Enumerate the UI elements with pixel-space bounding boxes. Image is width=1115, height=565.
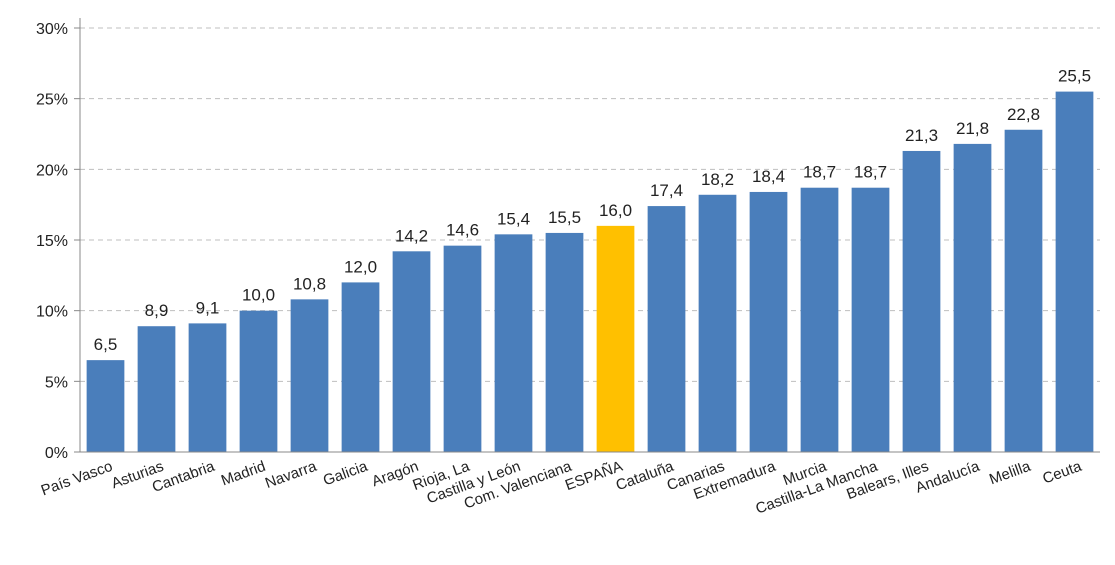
data-label: 15,4: [497, 209, 530, 228]
data-label: 25,5: [1058, 67, 1091, 86]
bar: [1055, 91, 1094, 452]
bar: [800, 187, 839, 452]
data-labels: 6,5 8,9 9,1 10,0 10,8 12,0 14,2 14,6 15,4 15,5 16,…: [94, 67, 1091, 355]
bar: [392, 251, 431, 452]
bar: [137, 326, 176, 452]
y-tick-label: 20%: [36, 162, 68, 179]
bar: [953, 143, 992, 453]
data-label: 10,8: [293, 274, 326, 293]
data-label: 22,8: [1007, 105, 1040, 124]
bar: [698, 194, 737, 453]
data-label: 14,6: [446, 221, 479, 240]
bar: [1004, 129, 1043, 452]
data-label: 18,4: [752, 167, 785, 186]
y-axis: 0% 5% 10% 15% 20% 25% 30%: [36, 18, 81, 462]
bar: [188, 323, 227, 452]
bar: [494, 234, 533, 452]
y-tick-label: 5%: [45, 374, 68, 391]
gridlines: [80, 27, 1100, 382]
bar: [443, 245, 482, 452]
data-label: 8,9: [145, 301, 169, 320]
x-tick-label: Melilla: [987, 458, 1033, 489]
data-label: 21,3: [905, 126, 938, 145]
x-tick-label: Galicia: [321, 458, 371, 490]
x-tick-label: Ceuta: [1040, 458, 1084, 488]
x-tick-label: País Vasco: [39, 458, 115, 500]
bar: [545, 232, 584, 452]
data-label: 12,0: [344, 257, 377, 276]
data-label: 15,5: [548, 208, 581, 227]
bar: [902, 150, 941, 452]
bar: [290, 299, 329, 452]
bar: [851, 187, 890, 452]
bar: [341, 282, 380, 452]
x-tick-label: ESPAÑA: [563, 458, 625, 494]
data-label: 6,5: [94, 335, 118, 354]
bar: [596, 225, 635, 452]
data-label: 17,4: [650, 181, 683, 200]
data-label: 16,0: [599, 201, 632, 220]
data-label: 21,8: [956, 119, 989, 138]
y-tick-label: 25%: [36, 92, 68, 109]
data-label: 14,2: [395, 226, 428, 245]
bars: [86, 91, 1094, 453]
y-tick-label: 0%: [45, 445, 68, 462]
y-tick-label: 10%: [36, 304, 68, 321]
x-tick-label: Navarra: [263, 458, 320, 492]
bar: [647, 206, 686, 452]
data-label: 10,0: [242, 286, 275, 305]
y-tick-label: 30%: [36, 21, 68, 38]
x-tick-label: Cataluña: [614, 458, 677, 495]
bar: [86, 360, 125, 452]
data-label: 18,7: [854, 163, 887, 182]
bar: [239, 310, 278, 452]
bar: [749, 191, 788, 453]
data-label: 18,2: [701, 170, 734, 189]
y-tick-label: 15%: [36, 233, 68, 250]
data-label: 18,7: [803, 163, 836, 182]
data-label: 9,1: [196, 298, 220, 317]
x-tick-label: Madrid: [219, 458, 268, 490]
